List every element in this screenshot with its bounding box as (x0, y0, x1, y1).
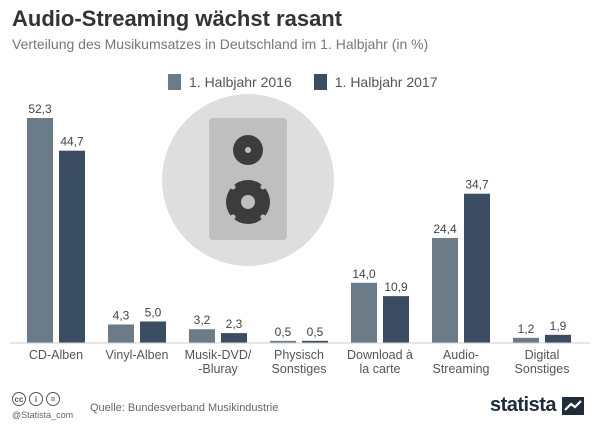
brand-name: statista (489, 394, 557, 416)
woofer-screw-2 (230, 214, 236, 220)
category-label-1: Vinyl-Alben (105, 348, 168, 362)
source-note: Quelle: Bundesverband Musikindustrie (90, 402, 279, 414)
twitter-handle[interactable]: @Statista_com (12, 410, 74, 420)
value-label-2016-2: 3,2 (194, 313, 211, 327)
statista-logo[interactable]: statista (490, 394, 584, 417)
value-label-2016-1: 4,3 (113, 309, 130, 323)
chart-subtitle: Verteilung des Musikumsatzes in Deutschl… (12, 36, 429, 52)
category-label-6: Digital Sonstiges (515, 348, 570, 376)
chart-title: Audio-Streaming wächst rasant (12, 6, 343, 31)
value-label-2017-5: 34,7 (465, 178, 489, 192)
bar-2017-6 (545, 334, 571, 343)
category-label-0: CD-Alben (29, 348, 83, 362)
bar-2017-0 (59, 150, 85, 343)
bar-2017-4 (383, 296, 409, 343)
bar-2016-0 (27, 118, 53, 343)
speaker-illustration (162, 94, 334, 266)
labels-group: 52,3 44,7 CD-Alben 4,3 5,0 Vinyl-Alben 3,2 2,3 M… (28, 102, 569, 376)
footer: cc i = @Statista_com Quelle: Bundesverba… (0, 386, 600, 428)
tweeter-center (245, 147, 251, 153)
bar-2016-4 (351, 282, 377, 343)
value-label-2017-0: 44,7 (60, 135, 84, 149)
license-icons: cc i = (12, 392, 60, 406)
value-label-2017-2: 2,3 (226, 317, 243, 331)
cc-icon[interactable]: cc (12, 392, 26, 406)
bar-2016-1 (108, 324, 134, 343)
bar-2016-3 (270, 340, 296, 343)
legend: 1. Halbjahr 2016 1. Halbjahr 2017 (168, 74, 438, 90)
bar-2016-2 (189, 329, 215, 343)
bar-2017-5 (464, 193, 490, 343)
value-label-2016-5: 24,4 (433, 222, 457, 236)
value-label-2016-6: 1,2 (518, 322, 535, 336)
legend-item-2017: 1. Halbjahr 2017 (313, 74, 438, 90)
category-label-3: Physisch Sonstiges (272, 348, 327, 376)
bars-group (10, 118, 590, 344)
no-derivatives-icon[interactable]: = (46, 392, 60, 406)
legend-label-2017: 1. Halbjahr 2017 (334, 74, 438, 90)
value-label-2017-6: 1,9 (550, 319, 567, 333)
woofer-screw-0 (230, 184, 236, 190)
category-label-2: Musik-DVD/-Bluray (185, 348, 252, 376)
value-label-2017-3: 0,5 (307, 325, 324, 339)
bar-2016-6 (513, 337, 539, 343)
legend-swatch-2016 (168, 74, 181, 90)
woofer-screw-3 (260, 214, 266, 220)
bar-2016-5 (432, 238, 458, 343)
category-label-5: Audio-Streaming (433, 348, 490, 376)
statista-mark-icon (562, 396, 584, 415)
value-label-2017-4: 10,9 (384, 280, 408, 294)
category-label-4: Download à la carte (347, 348, 413, 376)
value-label-2016-4: 14,0 (352, 267, 376, 281)
bar-2017-3 (302, 340, 328, 343)
legend-label-2016: 1. Halbjahr 2016 (189, 74, 292, 90)
bar-2017-2 (221, 333, 247, 343)
value-label-2017-1: 5,0 (145, 305, 162, 319)
woofer-center (241, 195, 255, 209)
woofer-screw-1 (260, 184, 266, 190)
legend-swatch-2017 (313, 74, 327, 90)
attribution-icon[interactable]: i (29, 392, 43, 406)
legend-item-2016: 1. Halbjahr 2016 (168, 74, 292, 90)
bar-2017-1 (140, 321, 166, 343)
value-label-2016-0: 52,3 (28, 102, 52, 116)
value-label-2016-3: 0,5 (275, 325, 292, 339)
